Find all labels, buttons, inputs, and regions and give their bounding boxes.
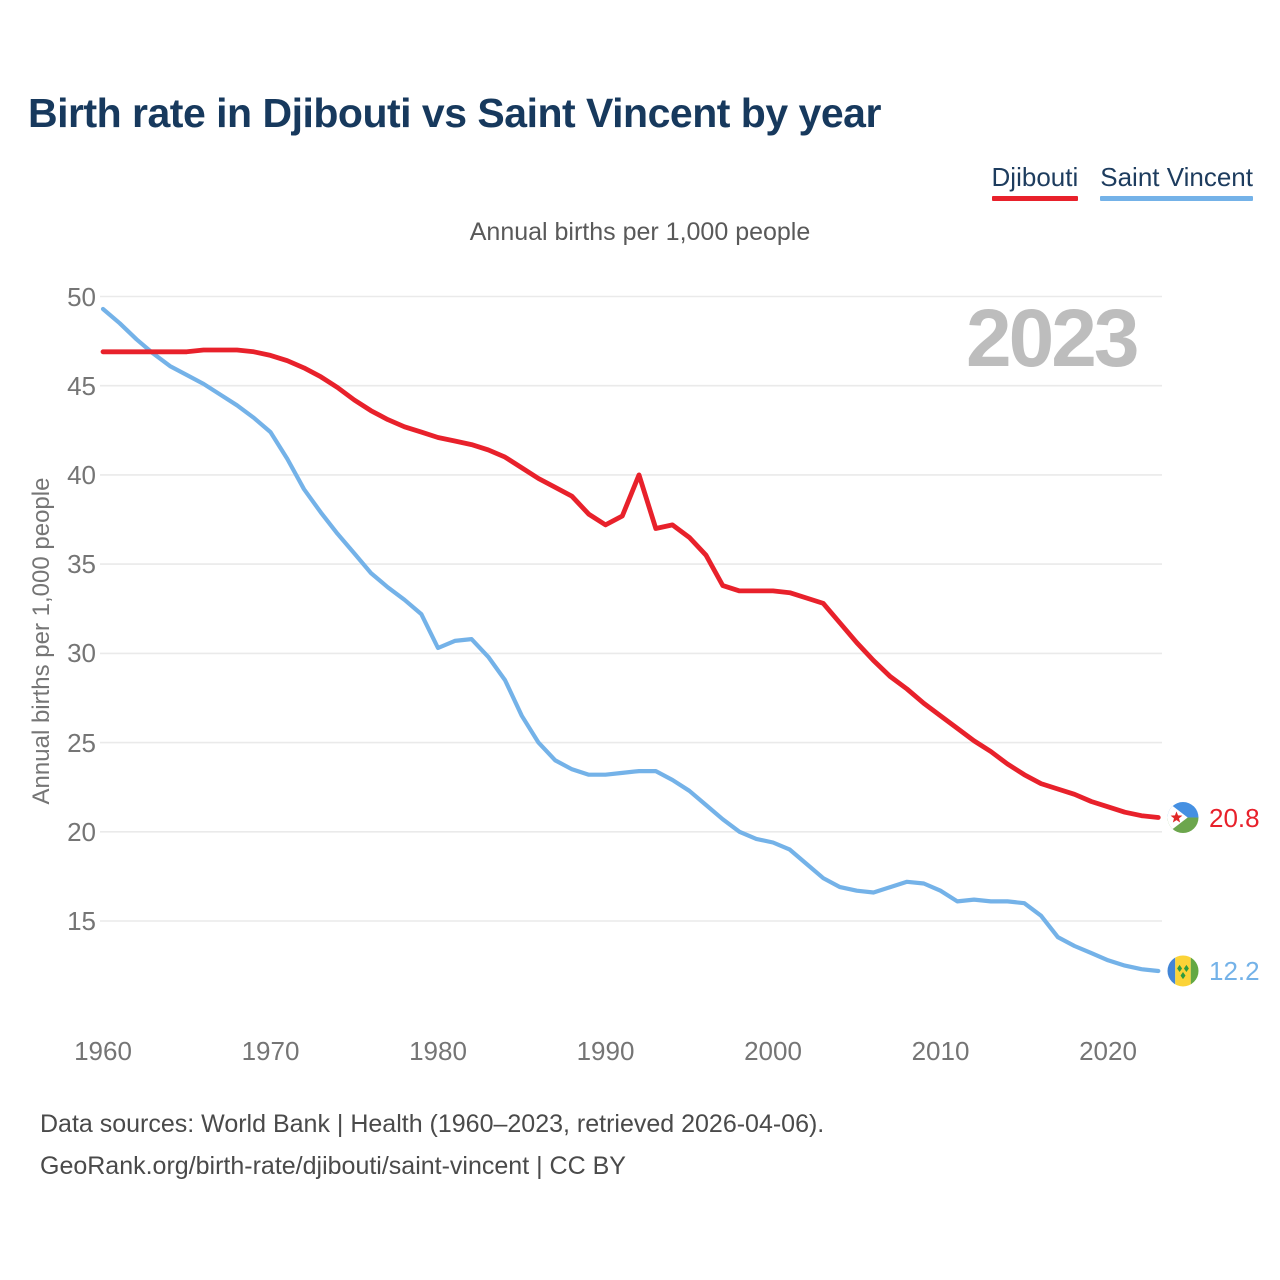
y-tick-label: 20	[67, 816, 96, 847]
legend-color-bar-djibouti	[991, 196, 1079, 201]
legend-color-bar-saint-vincent	[1100, 196, 1253, 201]
x-tick-label: 2010	[911, 1036, 970, 1066]
y-tick-label: 50	[67, 281, 96, 312]
chart-subtitle: Annual births per 1,000 people	[469, 218, 811, 246]
x-tick-label: 1990	[576, 1036, 635, 1066]
legend-item-saint-vincent[interactable]: Saint Vincent	[1100, 164, 1253, 201]
y-tick-label: 25	[67, 727, 96, 758]
legend: Djibouti Saint Vincent	[991, 162, 1253, 201]
x-tick-label: 1980	[409, 1036, 467, 1066]
x-tick-label: 1960	[74, 1036, 132, 1066]
series-line-djibouti[interactable]	[100, 347, 1161, 820]
legend-label-saint-vincent: Saint Vincent	[1100, 162, 1253, 192]
end-value-saint-vincent: 12.2	[1209, 955, 1260, 986]
x-tick-label: 2020	[1079, 1036, 1137, 1066]
y-tick-label: 40	[67, 459, 96, 490]
y-tick-label: 35	[67, 549, 96, 580]
x-tick-label: 1970	[241, 1036, 300, 1066]
page-title: Birth rate in Djibouti vs Saint Vincent …	[28, 90, 881, 136]
footer: Data sources: World Bank | Health (1960–…	[40, 1103, 824, 1187]
x-tick-label: 2000	[744, 1036, 802, 1066]
footer-sources-line: Data sources: World Bank | Health (1960–…	[40, 1110, 825, 1138]
y-tick-label: 15	[67, 906, 96, 936]
series-line-saint-vincent[interactable]	[100, 306, 1161, 974]
saint-vincent-flag-icon	[1167, 955, 1199, 987]
legend-item-djibouti[interactable]: Djibouti	[991, 162, 1079, 201]
legend-label-djibouti: Djibouti	[991, 162, 1079, 192]
djibouti-flag-icon	[1167, 802, 1199, 834]
end-value-djibouti: 20.8	[1209, 802, 1260, 833]
y-tick-label: 30	[67, 638, 96, 669]
year-watermark: 2023	[966, 293, 1139, 384]
y-tick-label: 45	[67, 370, 96, 401]
footer-attribution-line: GeoRank.org/birth-rate/djibouti/saint-vi…	[40, 1152, 626, 1180]
